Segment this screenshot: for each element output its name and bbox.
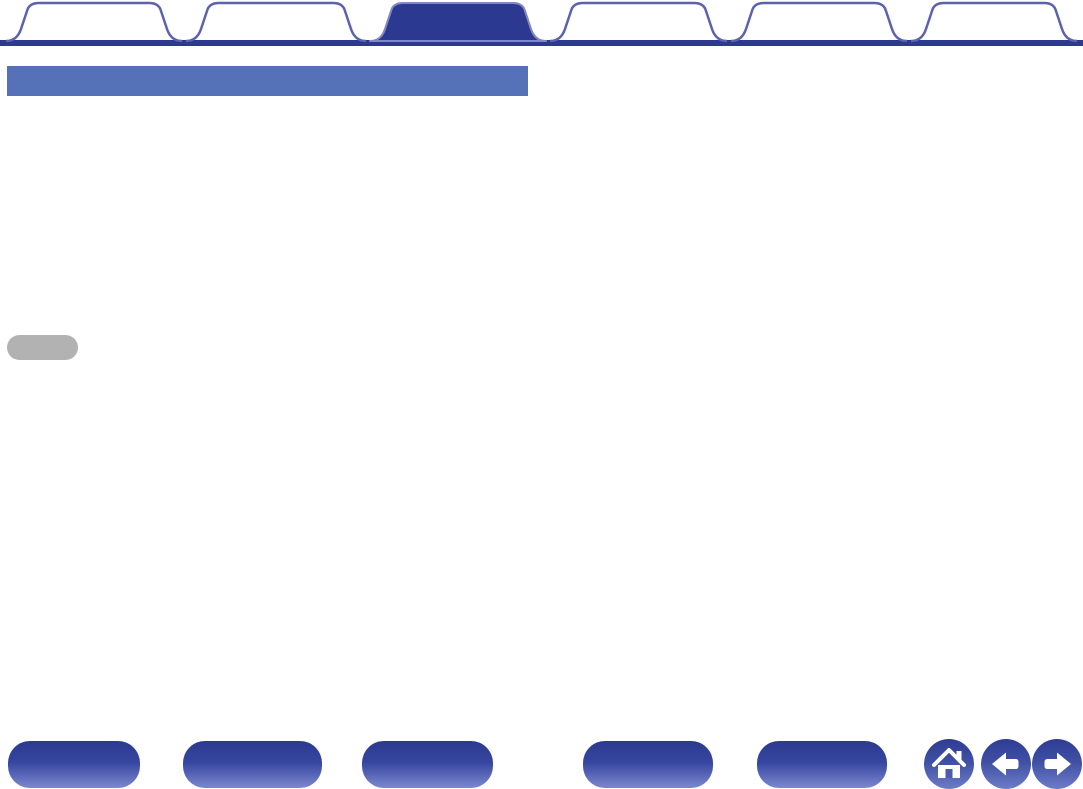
tab-5[interactable] bbox=[730, 1, 908, 43]
tab-6[interactable] bbox=[910, 1, 1078, 43]
footer-button-3[interactable] bbox=[362, 741, 493, 788]
footer-button-2[interactable] bbox=[183, 741, 322, 788]
footer-button-4[interactable] bbox=[583, 741, 713, 788]
back-arrow-icon bbox=[992, 752, 1019, 776]
footer-button-5[interactable] bbox=[757, 741, 887, 788]
tab-1[interactable] bbox=[5, 1, 183, 43]
tab-bar-baseline bbox=[0, 40, 1083, 46]
tab-3[interactable] bbox=[369, 2, 547, 42]
tab-4[interactable] bbox=[549, 1, 728, 43]
back-button[interactable] bbox=[981, 739, 1031, 789]
forward-arrow-icon bbox=[1044, 752, 1071, 776]
home-button[interactable] bbox=[924, 739, 974, 789]
home-icon bbox=[932, 748, 966, 778]
tab-2[interactable] bbox=[185, 1, 367, 43]
tab-bar bbox=[0, 1, 1083, 46]
note-badge bbox=[7, 335, 78, 360]
footer-button-1[interactable] bbox=[8, 741, 140, 788]
forward-button[interactable] bbox=[1032, 739, 1082, 789]
section-title-bar bbox=[7, 66, 528, 96]
